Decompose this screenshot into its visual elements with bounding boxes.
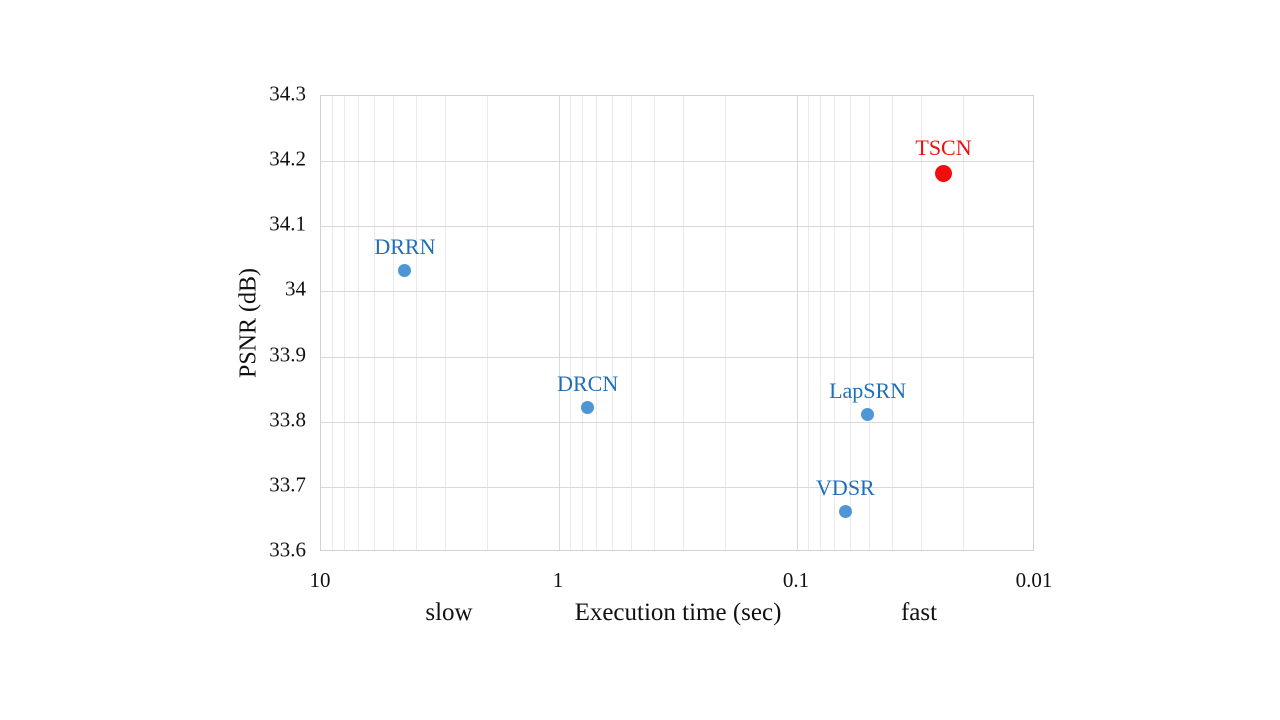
y-tick-label: 34.3: [269, 81, 306, 106]
x-tick-label: 0.01: [1015, 568, 1053, 592]
horizontal-gridline: [321, 486, 1033, 488]
major-gridline: [797, 96, 798, 550]
minor-gridline: [833, 96, 835, 550]
minor-gridline: [963, 96, 965, 550]
major-gridline: [559, 96, 560, 550]
minor-gridline: [630, 96, 632, 550]
y-tick-label: 33.9: [269, 342, 306, 367]
horizontal-gridline: [321, 226, 1033, 228]
data-point-label-vdsr: VDSR: [816, 475, 875, 501]
y-tick-label: 34.1: [269, 211, 306, 236]
x-tick-label: 1: [552, 568, 564, 592]
minor-gridline: [849, 96, 851, 550]
x-tick-label: 10: [309, 568, 331, 592]
horizontal-gridline: [321, 421, 1033, 423]
minor-gridline: [725, 96, 727, 550]
minor-gridline: [344, 96, 346, 550]
x-tick-label: 0.1: [782, 568, 810, 592]
data-point-label-drcn: DRCN: [557, 371, 619, 397]
minor-gridline: [445, 96, 447, 550]
horizontal-gridline: [321, 356, 1033, 358]
data-point-lapsrn: [861, 407, 875, 421]
minor-gridline: [373, 96, 375, 550]
minor-gridline: [392, 96, 394, 550]
data-point-drcn: [581, 401, 595, 415]
minor-gridline: [415, 96, 417, 550]
horizontal-gridline: [321, 291, 1033, 293]
y-tick-label: 34: [285, 276, 306, 301]
data-point-label-drrn: DRRN: [374, 234, 436, 260]
x-axis-title: Execution time (sec): [574, 599, 782, 626]
minor-gridline: [807, 96, 809, 550]
data-point-label-lapsrn: LapSRN: [829, 377, 907, 403]
y-tick-label: 34.2: [269, 146, 306, 171]
data-point-drrn: [398, 264, 412, 278]
y-tick-label: 33.8: [269, 407, 306, 432]
minor-gridline: [487, 96, 489, 550]
horizontal-gridline: [321, 161, 1033, 163]
data-point-tscn: [935, 164, 952, 182]
x-axis-annotation-fast: fast: [900, 599, 938, 626]
y-tick-label: 33.6: [269, 537, 306, 562]
minor-gridline: [569, 96, 571, 550]
minor-gridline: [653, 96, 655, 550]
minor-gridline: [921, 96, 923, 550]
y-tick-label: 33.7: [269, 472, 306, 497]
minor-gridline: [868, 96, 870, 550]
plot-area: [320, 95, 1034, 551]
minor-gridline: [357, 96, 359, 550]
minor-gridline: [683, 96, 685, 550]
minor-gridline: [820, 96, 822, 550]
minor-gridline: [891, 96, 893, 550]
minor-gridline: [582, 96, 584, 550]
minor-gridline: [331, 96, 333, 550]
x-axis-annotation-slow: slow: [425, 599, 473, 626]
minor-gridline: [611, 96, 613, 550]
data-point-vdsr: [838, 505, 852, 519]
data-point-label-tscn: TSCN: [915, 134, 972, 160]
minor-gridline: [595, 96, 597, 550]
